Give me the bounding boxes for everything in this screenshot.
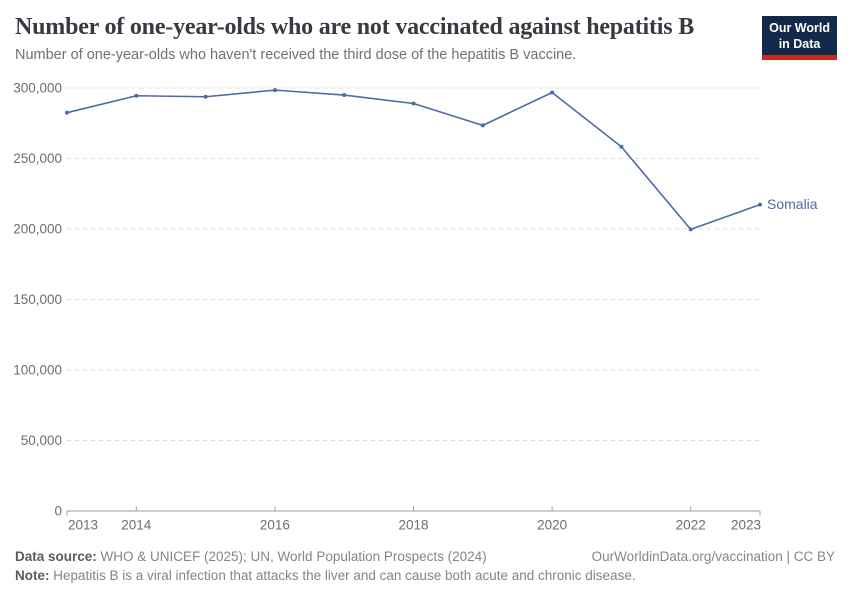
y-tick-label: 250,000 — [13, 151, 62, 166]
page-title: Number of one-year-olds who are not vacc… — [15, 14, 695, 40]
chart-footer: Data source: WHO & UNICEF (2025); UN, Wo… — [15, 547, 835, 586]
data-source-label: Data source: — [15, 548, 97, 564]
data-point[interactable] — [203, 94, 208, 99]
chart-subtitle: Number of one-year-olds who haven't rece… — [15, 47, 577, 63]
x-tick-label: 2023 — [731, 518, 761, 533]
data-point[interactable] — [272, 88, 277, 93]
note-line: Note: Hepatitis B is a viral infection t… — [15, 568, 636, 583]
data-point[interactable] — [411, 101, 416, 106]
y-tick-label: 150,000 — [13, 292, 62, 307]
y-tick-label: 100,000 — [13, 363, 62, 378]
data-point[interactable] — [480, 123, 485, 128]
y-tick-label: 300,000 — [13, 81, 62, 96]
owid-logo-line2: in Data — [778, 37, 821, 51]
x-tick-label: 2018 — [398, 518, 428, 533]
note-label: Note: — [15, 568, 50, 584]
x-tick-label: 2016 — [260, 518, 290, 533]
entity-label[interactable]: Somalia — [767, 196, 818, 212]
x-tick-label: 2014 — [121, 518, 152, 533]
x-tick-label: 2022 — [676, 518, 706, 533]
y-tick-label: 50,000 — [21, 433, 62, 448]
y-tick-label: 200,000 — [13, 222, 62, 237]
x-tick-label: 2020 — [537, 518, 567, 533]
data-source-text: WHO & UNICEF (2025); UN, World Populatio… — [96, 548, 487, 564]
y-tick-label: 0 — [54, 504, 62, 519]
data-point[interactable] — [134, 93, 139, 98]
owid-link[interactable]: OurWorldinData.org/vaccination | CC BY — [591, 548, 835, 564]
note-text: Hepatitis B is a viral infection that at… — [49, 568, 636, 584]
data-point[interactable] — [619, 144, 624, 149]
series-line[interactable] — [66, 89, 761, 231]
owid-logo-line1: Our World — [769, 21, 830, 35]
data-source-line: Data source: WHO & UNICEF (2025); UN, Wo… — [15, 547, 487, 567]
data-point[interactable] — [550, 90, 555, 95]
data-point[interactable] — [65, 110, 69, 115]
data-point[interactable] — [758, 202, 762, 207]
owid-logo[interactable]: Our World in Data — [762, 16, 837, 60]
data-point[interactable] — [688, 227, 693, 232]
x-tick-label: 2013 — [68, 518, 98, 533]
data-point[interactable] — [342, 93, 347, 98]
